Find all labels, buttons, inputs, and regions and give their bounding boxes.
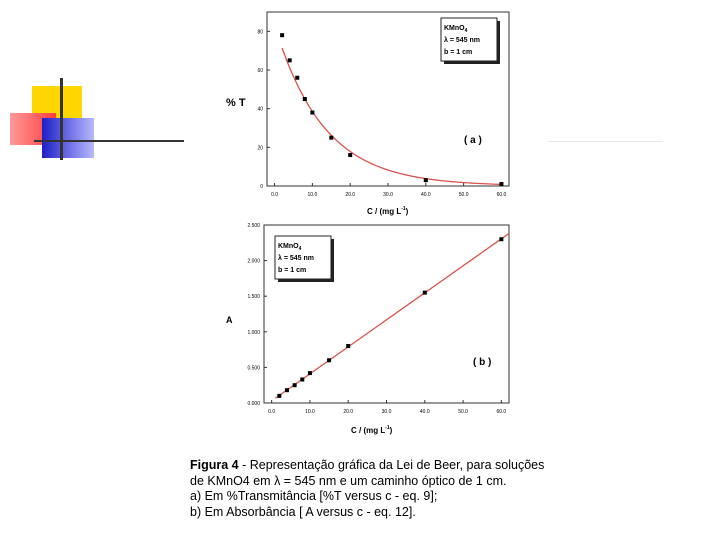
panel-b-legend-line2: λ = 545 nm bbox=[278, 254, 314, 262]
panel-a-points bbox=[280, 33, 504, 187]
panel-a-xlabel-sup: -1 bbox=[401, 206, 406, 212]
b-data-point bbox=[422, 290, 427, 295]
panel-b-xlabel-sup: -1 bbox=[385, 425, 390, 431]
panel-a-xlabel: C / (mg L-1) bbox=[367, 206, 409, 216]
a-x-tick-label: 60.0 bbox=[497, 192, 507, 198]
caption-line-4: b) Em Absorbância [ A versus c - eq. 12]… bbox=[190, 504, 416, 519]
a-y-tick-label: 40 bbox=[257, 107, 263, 113]
a-data-point bbox=[310, 110, 315, 115]
panel-a-xlabel-end: ) bbox=[406, 207, 409, 216]
a-data-point bbox=[423, 178, 428, 183]
a-y-tick-label: 80 bbox=[257, 29, 263, 35]
deco-horizontal-line bbox=[34, 140, 184, 142]
b-x-tick-label: 20.0 bbox=[343, 409, 353, 415]
panel-a: 0 20 40 60 80 0.0 10.0 20.0 30.0 40.0 50.0 60.0 % … bbox=[226, 11, 510, 216]
caption-line-1: Figura 4 - Representação gráfica da Lei … bbox=[190, 458, 550, 474]
b-x-tick-label: 40.0 bbox=[420, 409, 430, 415]
panel-b-xlabel: C / (mg L-1) bbox=[351, 425, 393, 435]
a-data-point bbox=[348, 153, 353, 158]
a-y-tick-label: 60 bbox=[257, 68, 263, 74]
b-x-tick-label: 30.0 bbox=[382, 409, 392, 415]
a-data-point bbox=[287, 58, 292, 63]
panel-b-x-ticks: 0.0 10.0 20.0 30.0 40.0 50.0 60.0 bbox=[268, 400, 506, 415]
b-data-point bbox=[499, 237, 504, 242]
deco-faint-line bbox=[548, 141, 663, 142]
b-data-point bbox=[284, 388, 289, 393]
b-y-tick-label: 2.000 bbox=[247, 259, 260, 265]
b-data-point bbox=[277, 393, 282, 398]
b-y-tick-label: 0.000 bbox=[247, 401, 260, 407]
b-data-point bbox=[292, 383, 297, 388]
b-y-tick-label: 2.500 bbox=[247, 223, 260, 229]
a-data-point bbox=[329, 135, 334, 140]
caption-line-2: de KMnO4 em λ = 545 nm e um caminho ópti… bbox=[190, 473, 507, 488]
a-y-tick-label: 0 bbox=[260, 184, 263, 190]
panel-a-x-ticks: 0.0 10.0 20.0 30.0 40.0 50.0 60.0 bbox=[271, 183, 507, 198]
b-x-tick-label: 0.0 bbox=[268, 409, 275, 415]
panel-b: 0.000 0.500 1.000 1.500 2.000 2.500 0.0 10.0 20… bbox=[226, 223, 510, 435]
b-x-tick-label: 60.0 bbox=[496, 409, 506, 415]
deco-vertical-line bbox=[60, 78, 63, 160]
a-x-tick-label: 10.0 bbox=[308, 192, 318, 198]
b-y-tick-label: 0.500 bbox=[247, 365, 260, 371]
panel-a-xlabel-main: C / (mg L bbox=[367, 207, 401, 216]
b-data-point bbox=[346, 344, 351, 349]
deco-blue-square bbox=[42, 118, 94, 158]
caption-line-3: a) Em %Transmitância [%T versus c - eq. … bbox=[190, 489, 438, 503]
panel-b-fit-line bbox=[275, 232, 510, 399]
panel-b-panel-label: ( b ) bbox=[473, 357, 491, 368]
a-x-tick-label: 20.0 bbox=[345, 192, 355, 198]
b-data-point bbox=[327, 358, 332, 363]
panel-a-legend: KMnO4 λ = 545 nm b = 1 cm bbox=[440, 17, 500, 64]
panel-b-legend-kmno: KMnO bbox=[278, 243, 299, 250]
a-x-tick-label: 30.0 bbox=[383, 192, 393, 198]
b-y-tick-label: 1.000 bbox=[247, 330, 260, 336]
panel-b-ylabel: A bbox=[226, 315, 233, 325]
panel-b-legend: KMnO4 λ = 545 nm b = 1 cm bbox=[274, 235, 334, 282]
panel-a-legend-sub: 4 bbox=[465, 28, 468, 34]
panel-b-legend-line3: b = 1 cm bbox=[278, 267, 306, 274]
a-data-point bbox=[295, 75, 300, 80]
figure-caption: Figura 4 - Representação gráfica da Lei … bbox=[190, 458, 550, 520]
a-data-point bbox=[499, 182, 504, 187]
b-x-tick-label: 10.0 bbox=[305, 409, 315, 415]
panel-b-legend-line1: KMnO4 bbox=[278, 243, 302, 252]
panel-a-fit-curve bbox=[281, 47, 502, 186]
panel-a-legend-line3: b = 1 cm bbox=[444, 49, 472, 56]
panel-a-ylabel: % T bbox=[226, 97, 246, 109]
a-data-point bbox=[302, 97, 307, 101]
panel-a-y-ticks: 0 20 40 60 80 bbox=[257, 29, 270, 190]
panel-a-legend-line2: λ = 545 nm bbox=[444, 36, 480, 44]
panel-a-panel-label: ( a ) bbox=[464, 135, 482, 146]
panel-a-legend-kmno: KMnO bbox=[444, 25, 465, 32]
caption-line-1-text: - Representação gráfica da Lei de Beer, … bbox=[238, 458, 545, 472]
panel-b-y-ticks: 0.000 0.500 1.000 1.500 2.000 2.500 bbox=[247, 223, 267, 407]
caption-figure-label: Figura 4 bbox=[190, 458, 239, 472]
panel-b-legend-sub: 4 bbox=[299, 246, 302, 252]
a-data-point bbox=[280, 33, 285, 38]
panel-a-legend-line1: KMnO4 bbox=[444, 25, 468, 34]
panel-b-xlabel-main: C / (mg L bbox=[351, 426, 385, 435]
b-data-point bbox=[307, 371, 312, 376]
a-x-tick-label: 0.0 bbox=[271, 192, 278, 198]
b-x-tick-label: 50.0 bbox=[458, 409, 468, 415]
b-data-point bbox=[300, 377, 305, 382]
a-y-tick-label: 20 bbox=[257, 145, 263, 151]
a-x-tick-label: 50.0 bbox=[459, 192, 469, 198]
b-y-tick-label: 1.500 bbox=[247, 294, 260, 300]
panel-b-points bbox=[277, 237, 504, 398]
a-x-tick-label: 40.0 bbox=[421, 192, 431, 198]
panel-b-xlabel-end: ) bbox=[390, 426, 393, 435]
